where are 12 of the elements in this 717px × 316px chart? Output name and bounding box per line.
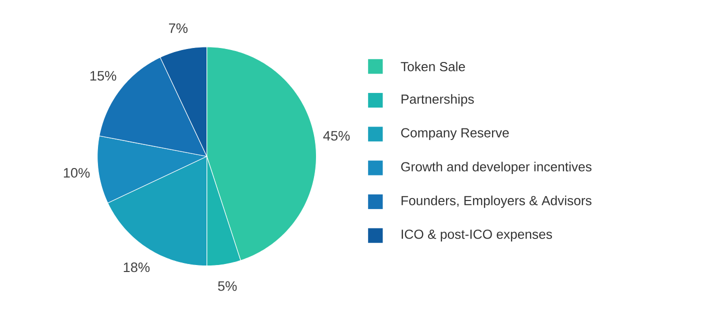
data-label: 5% [218, 281, 237, 292]
data-label: 7% [169, 24, 188, 34]
legend-label: Founders, Employers & Advisors [402, 196, 592, 208]
data-label: 18% [124, 262, 150, 272]
legend-label: Company Reserve [401, 128, 509, 140]
legend-label: ICO & post-ICO expenses [402, 230, 552, 242]
data-label: 45% [323, 131, 350, 141]
legend-label: Partnerships [402, 94, 474, 107]
data-label: 15% [90, 71, 116, 81]
legend-label: Token Sale [400, 62, 465, 72]
legend-label: Growth and developer incentives [401, 162, 592, 174]
data-label: 10% [64, 168, 90, 178]
